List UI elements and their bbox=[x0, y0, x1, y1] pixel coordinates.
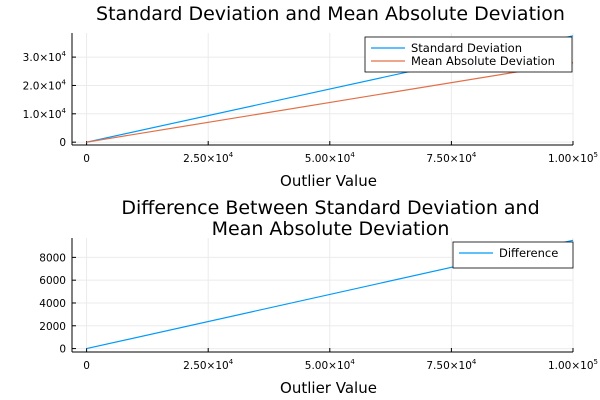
y-tick-label: 0 bbox=[59, 344, 66, 356]
x-axis-label: Outlier Value bbox=[280, 379, 377, 397]
x-tick-label: 2.50×104 bbox=[183, 151, 234, 165]
chart-title: Difference Between Standard Deviation an… bbox=[121, 197, 539, 219]
y-tick-label: 2000 bbox=[39, 321, 66, 333]
chart-title: Mean Absolute Deviation bbox=[212, 218, 450, 240]
y-tick-label: 8000 bbox=[39, 252, 66, 264]
x-tick-label: 2.50×104 bbox=[183, 358, 234, 372]
x-tick-label: 7.50×104 bbox=[426, 151, 477, 165]
y-tick-label: 1.0×104 bbox=[23, 107, 67, 121]
x-tick-label: 5.00×104 bbox=[305, 151, 356, 165]
y-tick-label: 3.0×104 bbox=[23, 50, 67, 64]
chart-panel-1: Standard Deviation and Mean Absolute Dev… bbox=[23, 3, 598, 190]
chart-title: Standard Deviation and Mean Absolute Dev… bbox=[96, 3, 565, 25]
legend-box bbox=[452, 241, 574, 269]
legend: Difference bbox=[452, 241, 574, 269]
x-axis-label: Outlier Value bbox=[280, 172, 377, 190]
x-tick-label: 0 bbox=[83, 153, 90, 165]
x-tick-label: 7.50×104 bbox=[426, 358, 477, 372]
legend-label: Standard Deviation bbox=[411, 41, 522, 55]
x-tick-label: 1.00×105 bbox=[548, 358, 598, 372]
y-tick-label: 6000 bbox=[39, 275, 66, 287]
legend-box bbox=[364, 36, 573, 73]
y-tick-label: 4000 bbox=[39, 298, 66, 310]
legend-label: Mean Absolute Deviation bbox=[411, 54, 555, 68]
y-tick-label: 2.0×104 bbox=[23, 78, 67, 92]
x-tick-label: 1.00×105 bbox=[548, 151, 598, 165]
chart-panel-2: Difference Between Standard Deviation an… bbox=[39, 197, 598, 397]
x-tick-label: 0 bbox=[83, 360, 90, 372]
series-line-2 bbox=[86, 62, 574, 143]
x-tick-label: 5.00×104 bbox=[305, 358, 356, 372]
legend-label: Difference bbox=[499, 246, 558, 260]
y-tick-label: 0 bbox=[59, 137, 66, 149]
